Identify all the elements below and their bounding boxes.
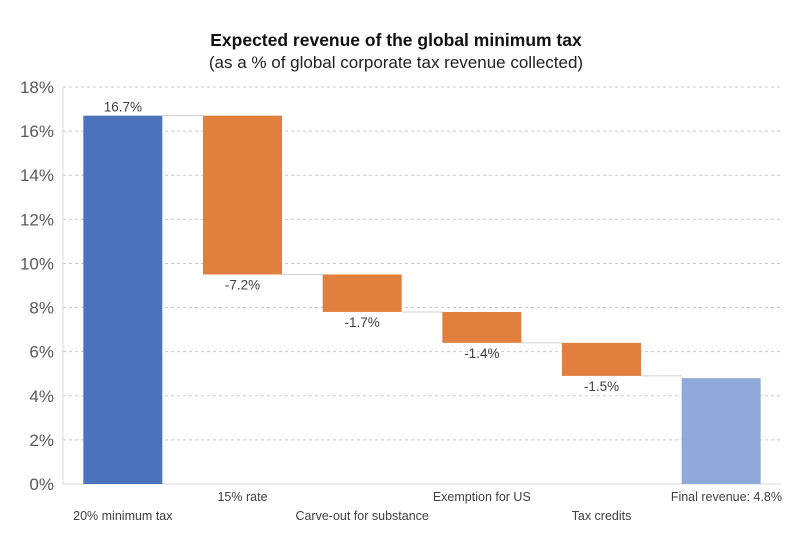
bar-1 xyxy=(203,115,282,275)
data-label: -1.7% xyxy=(345,315,380,330)
data-labels: 16.7% -7.2% -1.7% -1.4% -1.5% xyxy=(104,100,619,394)
x-tick-label: Exemption for US xyxy=(433,490,531,504)
y-axis-ticks: 0% 2% 4% 6% 8% 10% 12% 14% 16% 18% xyxy=(20,78,54,494)
y-tick-label: 0% xyxy=(29,475,54,494)
data-label: -1.5% xyxy=(584,379,619,394)
x-tick-label: Carve-out for substance xyxy=(295,509,428,523)
x-tick-label: Final revenue: 4.8% xyxy=(671,490,782,504)
bar-5 xyxy=(681,378,761,484)
x-tick-label: Tax credits xyxy=(572,509,632,523)
y-tick-label: 14% xyxy=(20,166,54,185)
x-tick-label: 20% minimum tax xyxy=(73,509,173,523)
bar-0 xyxy=(83,115,163,484)
y-tick-label: 6% xyxy=(29,343,54,362)
y-tick-label: 16% xyxy=(20,122,54,141)
chart-title: Expected revenue of the global minimum t… xyxy=(210,30,582,50)
y-tick-label: 8% xyxy=(29,299,54,318)
chart-subtitle: (as a % of global corporate tax revenue … xyxy=(209,53,583,72)
y-tick-label: 4% xyxy=(29,387,54,406)
bar-3 xyxy=(442,311,522,343)
data-label: -1.4% xyxy=(464,346,499,361)
connectors xyxy=(162,115,682,377)
x-tick-label: 15% rate xyxy=(217,490,267,504)
y-tick-label: 2% xyxy=(29,431,54,450)
gridlines xyxy=(62,86,781,485)
data-label: 16.7% xyxy=(104,100,142,115)
y-tick-label: 10% xyxy=(20,254,54,273)
y-tick-label: 18% xyxy=(20,78,54,97)
data-label: -7.2% xyxy=(225,277,260,292)
bar-4 xyxy=(562,342,641,376)
bar-2 xyxy=(322,274,402,312)
x-axis-ticks: 20% minimum tax 15% rate Carve-out for sub… xyxy=(73,490,782,523)
bars xyxy=(83,115,761,484)
y-tick-label: 12% xyxy=(20,210,54,229)
